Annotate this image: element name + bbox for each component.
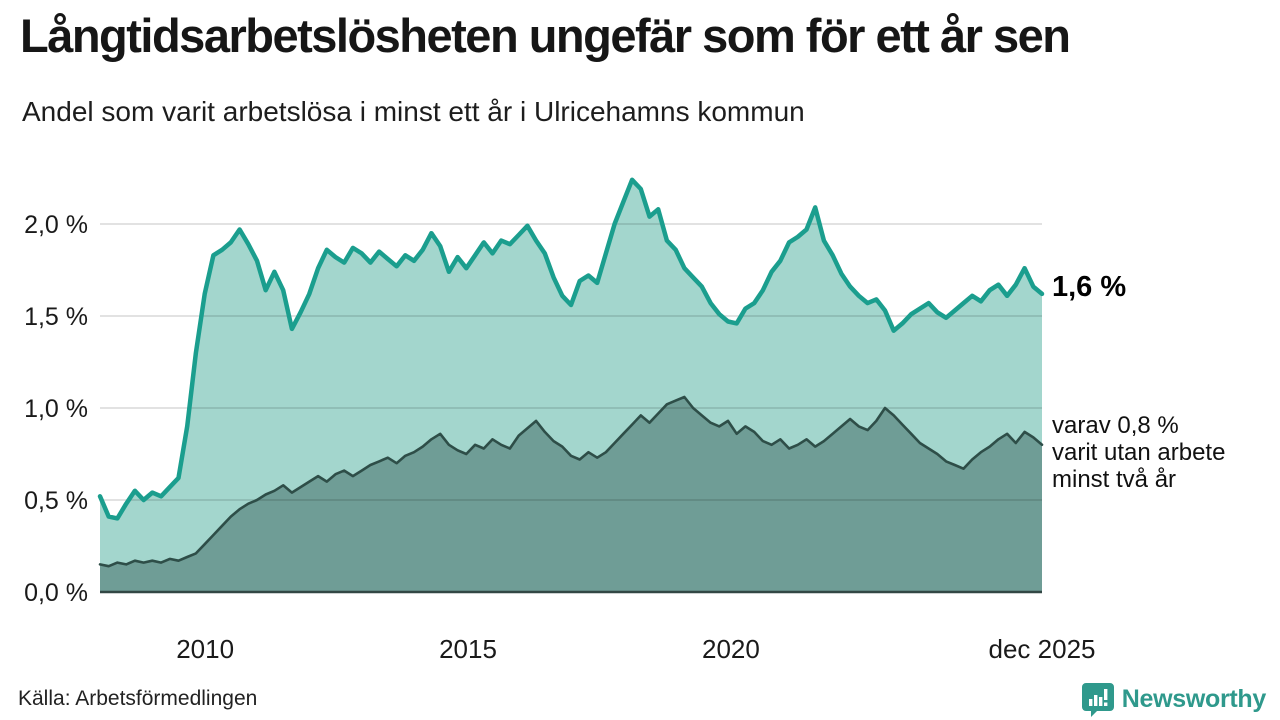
end-value-label: 1,6 %: [1052, 271, 1127, 303]
svg-text:1,0 %: 1,0 %: [24, 395, 88, 423]
secondary-series-annotation: varav 0,8 % varit utan arbete minst två …: [1052, 412, 1280, 493]
svg-text:2020: 2020: [702, 634, 760, 664]
svg-text:dec 2025: dec 2025: [989, 634, 1096, 664]
newsworthy-logo-icon: [1081, 683, 1114, 717]
svg-text:2010: 2010: [176, 634, 234, 664]
svg-text:2,0 %: 2,0 %: [24, 211, 88, 239]
chart-subtitle: Andel som varit arbetslösa i minst ett å…: [22, 96, 805, 127]
newsworthy-logo[interactable]: Newsworthy: [1081, 681, 1266, 717]
svg-text:0,0 %: 0,0 %: [24, 579, 88, 607]
newsworthy-logo-text: Newsworthy: [1121, 684, 1267, 713]
annotation-line-2: varit utan arbete: [1052, 439, 1226, 466]
source-credit: Källa: Arbetsförmedlingen: [18, 687, 258, 710]
annotation-line-1: varav 0,8 %: [1052, 412, 1179, 439]
svg-text:1,5 %: 1,5 %: [24, 303, 88, 331]
svg-text:2015: 2015: [439, 634, 497, 664]
svg-text:0,5 %: 0,5 %: [24, 487, 88, 515]
annotation-line-3: minst två år: [1052, 466, 1177, 493]
page-title: Långtidsarbetslösheten ungefär som för e…: [20, 9, 1071, 62]
